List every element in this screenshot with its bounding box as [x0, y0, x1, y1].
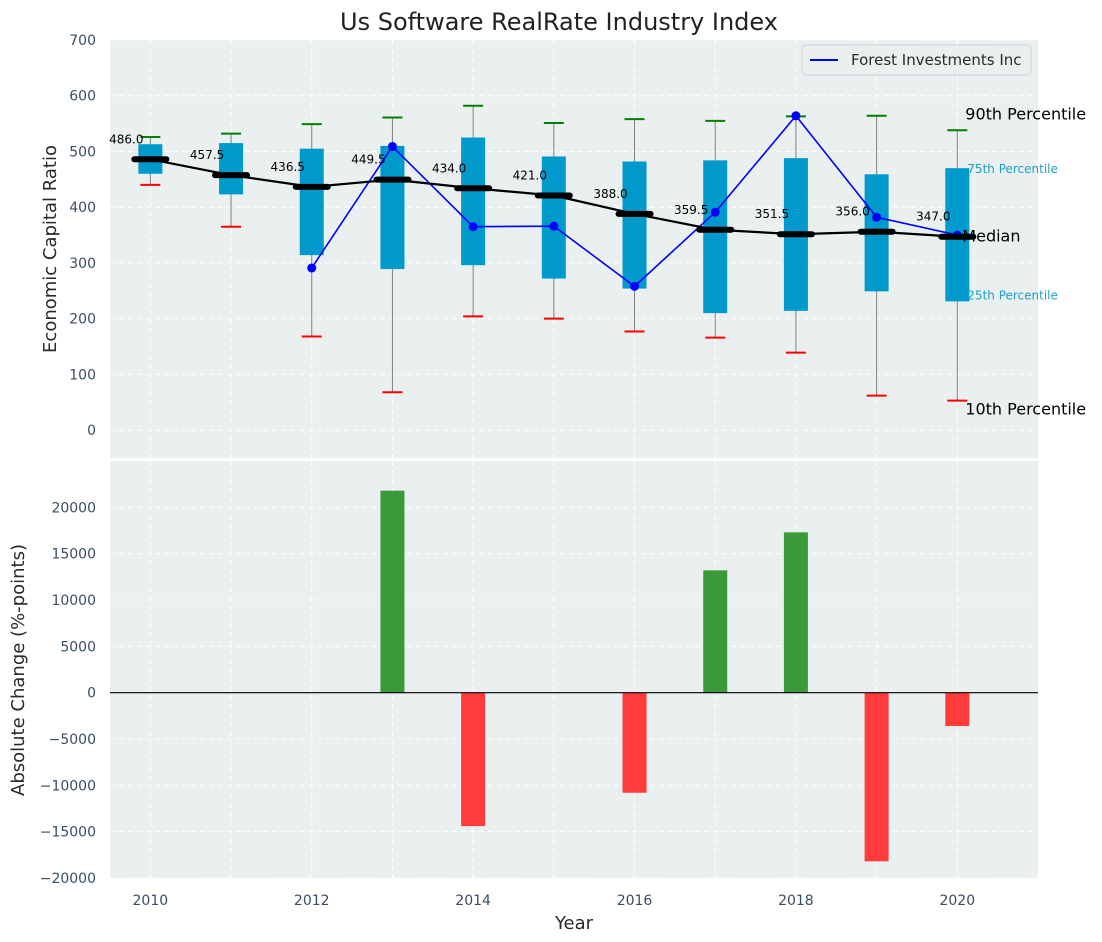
- x-tick-label: 2020: [939, 893, 975, 909]
- p25-annotation: 25th Percentile: [967, 288, 1058, 302]
- company-point: [872, 212, 882, 222]
- legend[interactable]: Forest Investments Inc: [801, 44, 1032, 76]
- x-tick-label: 2010: [133, 893, 169, 909]
- percentile-annotations: 90th Percentile 75th Percentile Median 25th…: [962, 104, 1086, 418]
- company-point: [549, 221, 559, 231]
- bar-negative: [622, 692, 647, 793]
- top-y-ticks: 0 100 200 300 400 500 600 700: [69, 33, 96, 439]
- iqr-box: [622, 161, 647, 289]
- top-y-tick-label: 0: [87, 423, 96, 439]
- bar-positive: [380, 490, 405, 693]
- company-point: [630, 281, 640, 291]
- x-tick-label: 2014: [455, 893, 491, 909]
- median-value-label: 356.0: [835, 205, 869, 219]
- p90-annotation: 90th Percentile: [965, 104, 1086, 123]
- legend-label: Forest Investments Inc: [851, 51, 1022, 69]
- bar-negative: [461, 692, 486, 827]
- top-y-tick-label: 600: [69, 89, 96, 105]
- bar-positive: [783, 532, 808, 693]
- iqr-box: [703, 160, 728, 314]
- median-value-label: 449.5: [351, 153, 385, 167]
- p75-annotation: 75th Percentile: [967, 162, 1058, 176]
- x-tick-label: 2016: [617, 893, 653, 909]
- top-y-axis-label: Economic Capital Ratio: [40, 145, 61, 353]
- bottom-y-ticks: −20000 −15000 −10000 −5000 0 5000 10000 15000 20…: [40, 500, 96, 887]
- legend-box: [801, 44, 1032, 76]
- x-ticks: 2010 2012 2014 2016 2018 2020: [133, 893, 976, 909]
- x-axis-label: Year: [554, 913, 594, 934]
- bottom-y-tick-label: −5000: [49, 732, 96, 748]
- bottom-y-tick-label: 15000: [51, 547, 96, 563]
- bottom-y-axis-label: Absolute Change (%-points): [8, 544, 29, 796]
- iqr-box: [461, 137, 486, 266]
- change-bars: [380, 490, 970, 862]
- median-labels: 486.0 457.5 436.5 449.5 434.0 421.0 388.0 359.5…: [109, 132, 950, 223]
- median-value-label: 486.0: [109, 132, 143, 146]
- x-tick-label: 2018: [778, 893, 814, 909]
- median-value-label: 347.0: [916, 210, 950, 224]
- bar-negative: [864, 692, 889, 862]
- top-y-tick-label: 700: [69, 33, 96, 49]
- top-y-tick-label: 200: [69, 312, 96, 328]
- bottom-y-tick-label: 5000: [60, 639, 96, 655]
- iqr-box: [219, 143, 244, 195]
- top-y-tick-label: 300: [69, 256, 96, 272]
- median-value-label: 421.0: [513, 168, 547, 182]
- iqr-box: [541, 156, 566, 279]
- p10-annotation: 10th Percentile: [965, 400, 1086, 419]
- iqr-box: [299, 148, 324, 256]
- bottom-y-tick-label: −10000: [40, 778, 96, 794]
- company-point: [387, 141, 397, 151]
- top-panel-background: [110, 40, 1038, 458]
- company-point: [468, 222, 478, 232]
- company-point: [791, 111, 801, 121]
- median-value-label: 436.5: [271, 160, 305, 174]
- top-y-tick-label: 400: [69, 200, 96, 216]
- bottom-y-tick-label: 20000: [51, 500, 96, 516]
- median-value-label: 434.0: [432, 161, 466, 175]
- bar-negative: [945, 692, 970, 727]
- median-value-label: 351.5: [755, 207, 789, 221]
- bottom-panel-background: [110, 461, 1038, 878]
- bottom-y-tick-label: −20000: [40, 871, 96, 887]
- bottom-y-tick-label: −15000: [40, 825, 96, 841]
- median-annotation: Median: [962, 227, 1020, 246]
- bottom-y-tick-label: 0: [87, 686, 96, 702]
- chart-title: Us Software RealRate Industry Index: [340, 8, 778, 36]
- iqr-box: [380, 145, 405, 270]
- company-point: [307, 263, 317, 273]
- median-value-label: 388.0: [593, 187, 627, 201]
- bar-positive: [703, 570, 728, 693]
- median-series: [131, 156, 977, 240]
- x-tick-label: 2012: [294, 893, 330, 909]
- top-y-tick-label: 100: [69, 367, 96, 383]
- median-value-label: 359.5: [674, 203, 708, 217]
- bottom-y-tick-label: 10000: [51, 593, 96, 609]
- median-value-label: 457.5: [190, 148, 224, 162]
- top-y-tick-label: 500: [69, 144, 96, 160]
- company-point: [710, 207, 720, 217]
